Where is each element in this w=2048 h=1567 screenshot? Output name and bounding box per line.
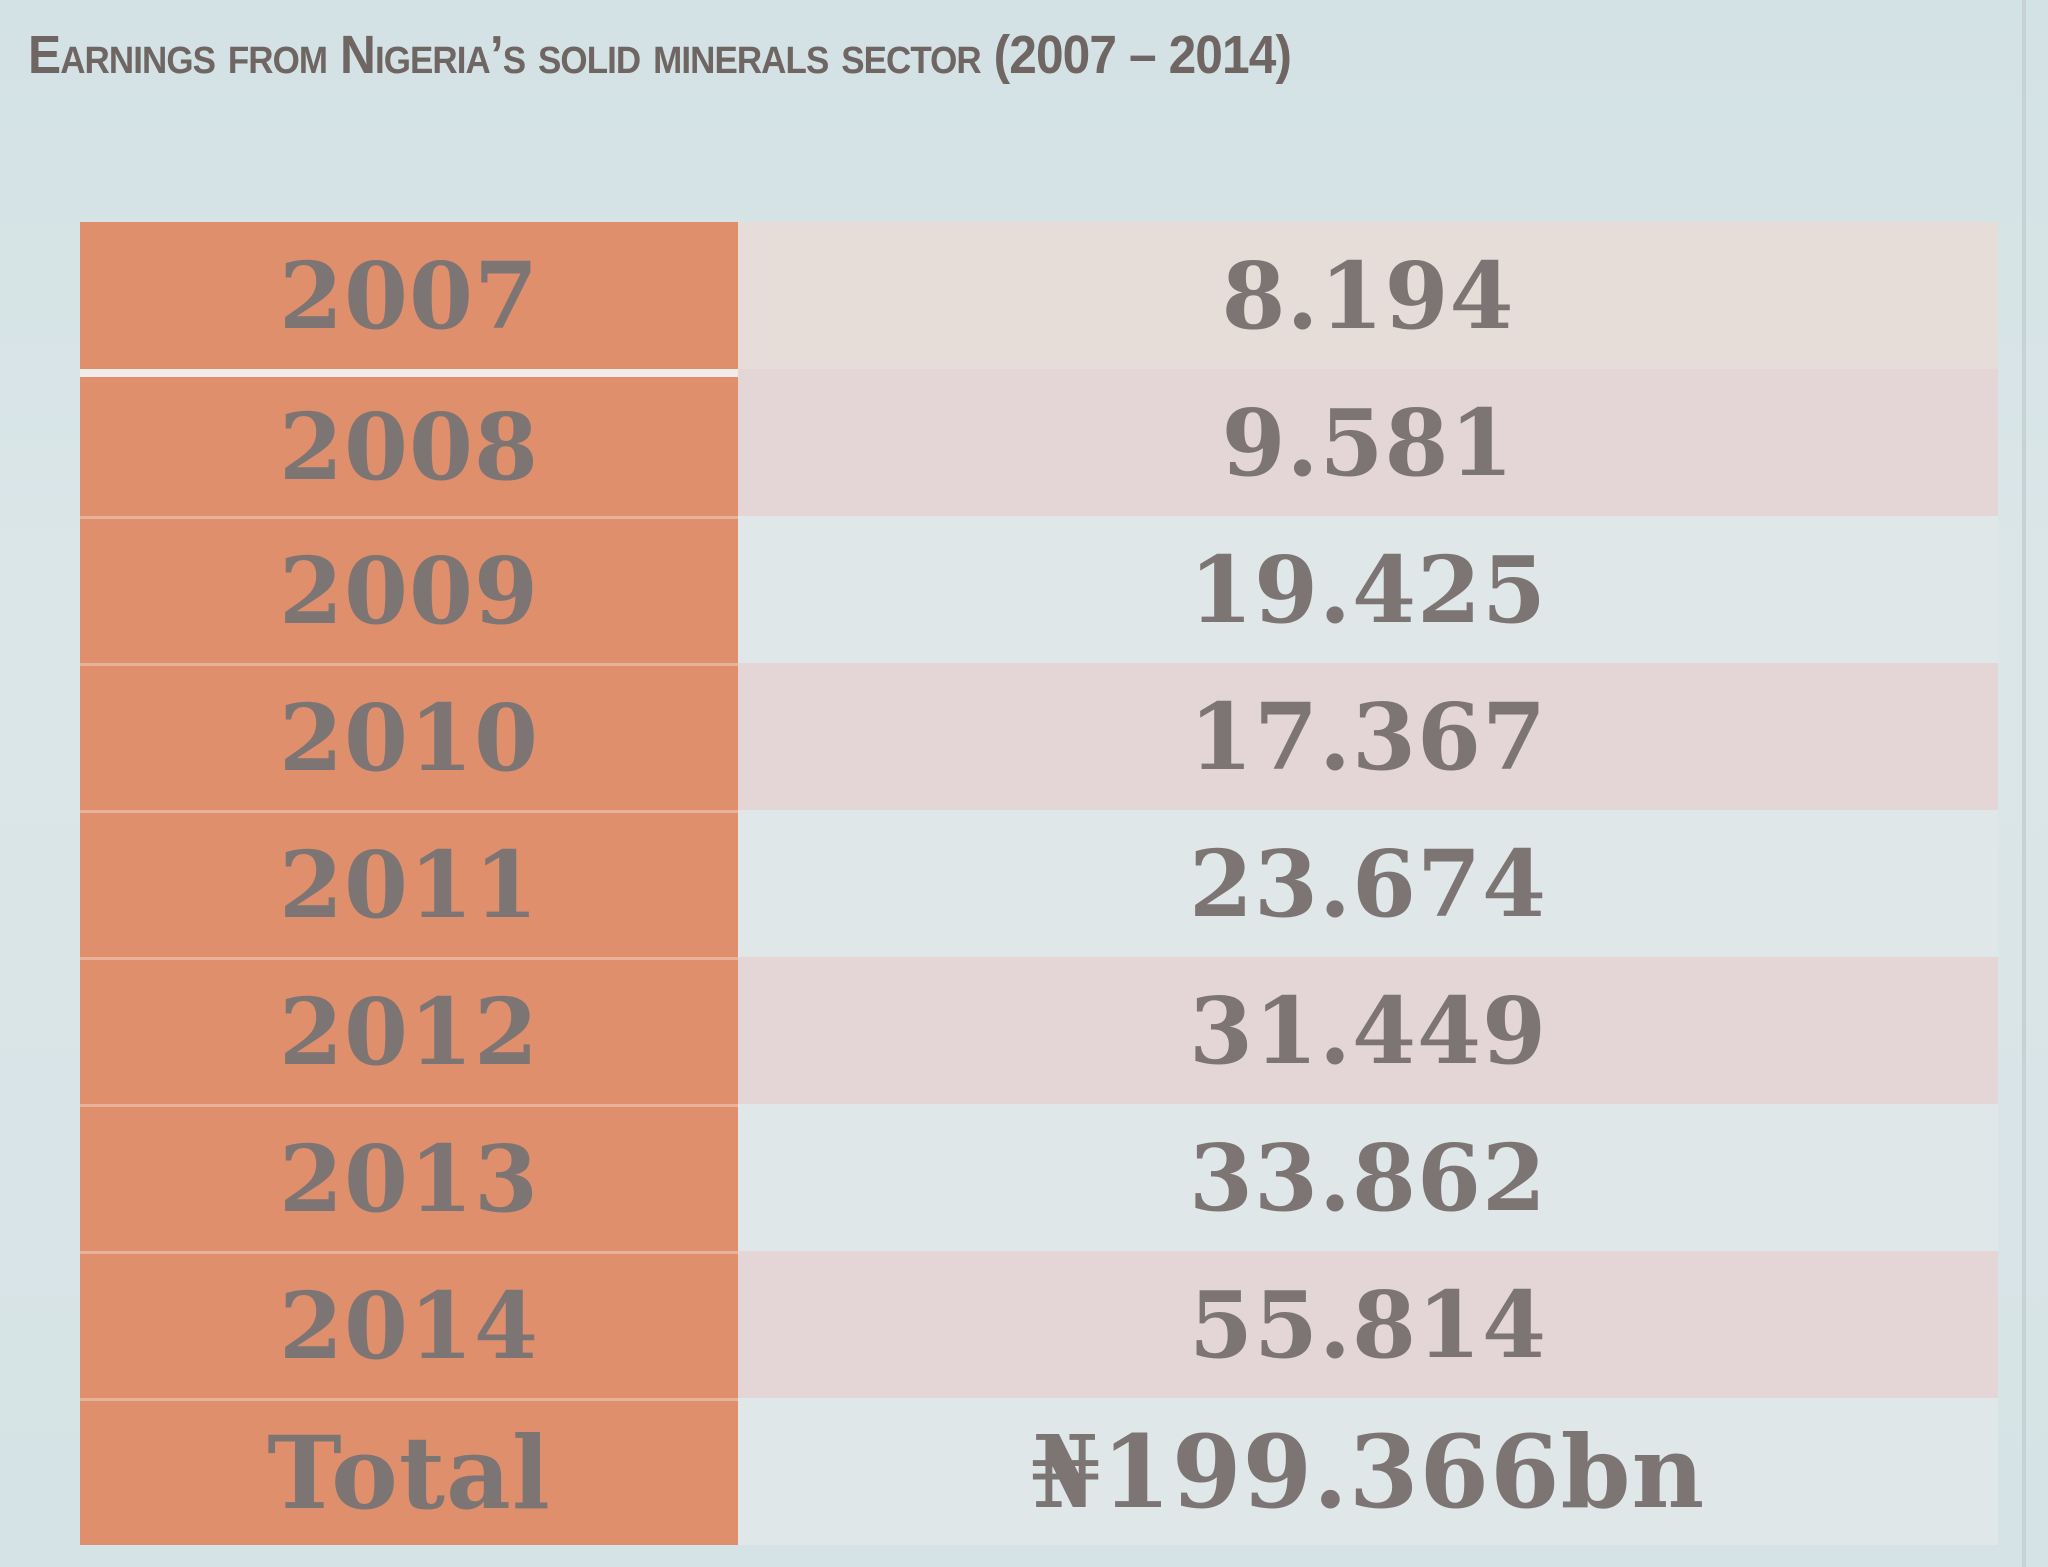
year-label: 2009 bbox=[278, 537, 540, 645]
year-cell: 2008 bbox=[80, 369, 738, 516]
earnings-value: 55.814 bbox=[1188, 1270, 1548, 1379]
total-label-cell: Total bbox=[80, 1398, 738, 1545]
year-label: 2010 bbox=[278, 684, 540, 792]
year-label: 2013 bbox=[278, 1125, 540, 1233]
year-label: 2012 bbox=[278, 978, 540, 1086]
table-row: 2014 55.814 bbox=[80, 1251, 1998, 1398]
value-cell: 19.425 bbox=[738, 516, 1998, 663]
earnings-value: 23.674 bbox=[1188, 829, 1548, 938]
year-label: 2007 bbox=[278, 241, 540, 350]
table-row: 2010 17.367 bbox=[80, 663, 1998, 810]
value-cell: 9.581 bbox=[738, 369, 1998, 516]
value-cell: 31.449 bbox=[738, 957, 1998, 1104]
year-cell: 2014 bbox=[80, 1251, 738, 1398]
total-value-cell: ₦199.366bn bbox=[738, 1398, 1998, 1545]
year-cell: 2007 bbox=[80, 222, 738, 369]
table-row: 2012 31.449 bbox=[80, 957, 1998, 1104]
year-cell: 2010 bbox=[80, 663, 738, 810]
earnings-value: 33.862 bbox=[1188, 1123, 1548, 1232]
table-row: 2007 8.194 bbox=[80, 222, 1998, 369]
value-cell: 8.194 bbox=[738, 222, 1998, 369]
value-cell: 17.367 bbox=[738, 663, 1998, 810]
total-label: Total bbox=[267, 1414, 551, 1532]
earnings-table: 2007 8.194 2008 9.581 2009 19.425 2010 1… bbox=[80, 222, 1998, 1545]
value-cell: 33.862 bbox=[738, 1104, 1998, 1251]
earnings-value: 8.194 bbox=[1221, 241, 1515, 350]
slide-title: Earnings from Nigeria’s solid minerals s… bbox=[28, 25, 1292, 85]
earnings-value: 9.581 bbox=[1221, 388, 1515, 497]
earnings-value: 19.425 bbox=[1188, 535, 1548, 644]
value-cell: 23.674 bbox=[738, 810, 1998, 957]
earnings-value: 31.449 bbox=[1188, 976, 1548, 1085]
year-cell: 2011 bbox=[80, 810, 738, 957]
value-cell: 55.814 bbox=[738, 1251, 1998, 1398]
total-value: ₦199.366bn bbox=[1030, 1412, 1706, 1531]
year-cell: 2009 bbox=[80, 516, 738, 663]
screen-edge bbox=[2022, 0, 2026, 1567]
earnings-value: 17.367 bbox=[1188, 682, 1548, 791]
year-label: 2008 bbox=[278, 392, 540, 501]
year-cell: 2013 bbox=[80, 1104, 738, 1251]
year-label: 2014 bbox=[278, 1272, 540, 1380]
table-row: 2011 23.674 bbox=[80, 810, 1998, 957]
table-row: 2013 33.862 bbox=[80, 1104, 1998, 1251]
table-row: 2008 9.581 bbox=[80, 369, 1998, 516]
total-row: Total ₦199.366bn bbox=[80, 1398, 1998, 1545]
year-label: 2011 bbox=[278, 831, 540, 939]
year-cell: 2012 bbox=[80, 957, 738, 1104]
table-row: 2009 19.425 bbox=[80, 516, 1998, 663]
